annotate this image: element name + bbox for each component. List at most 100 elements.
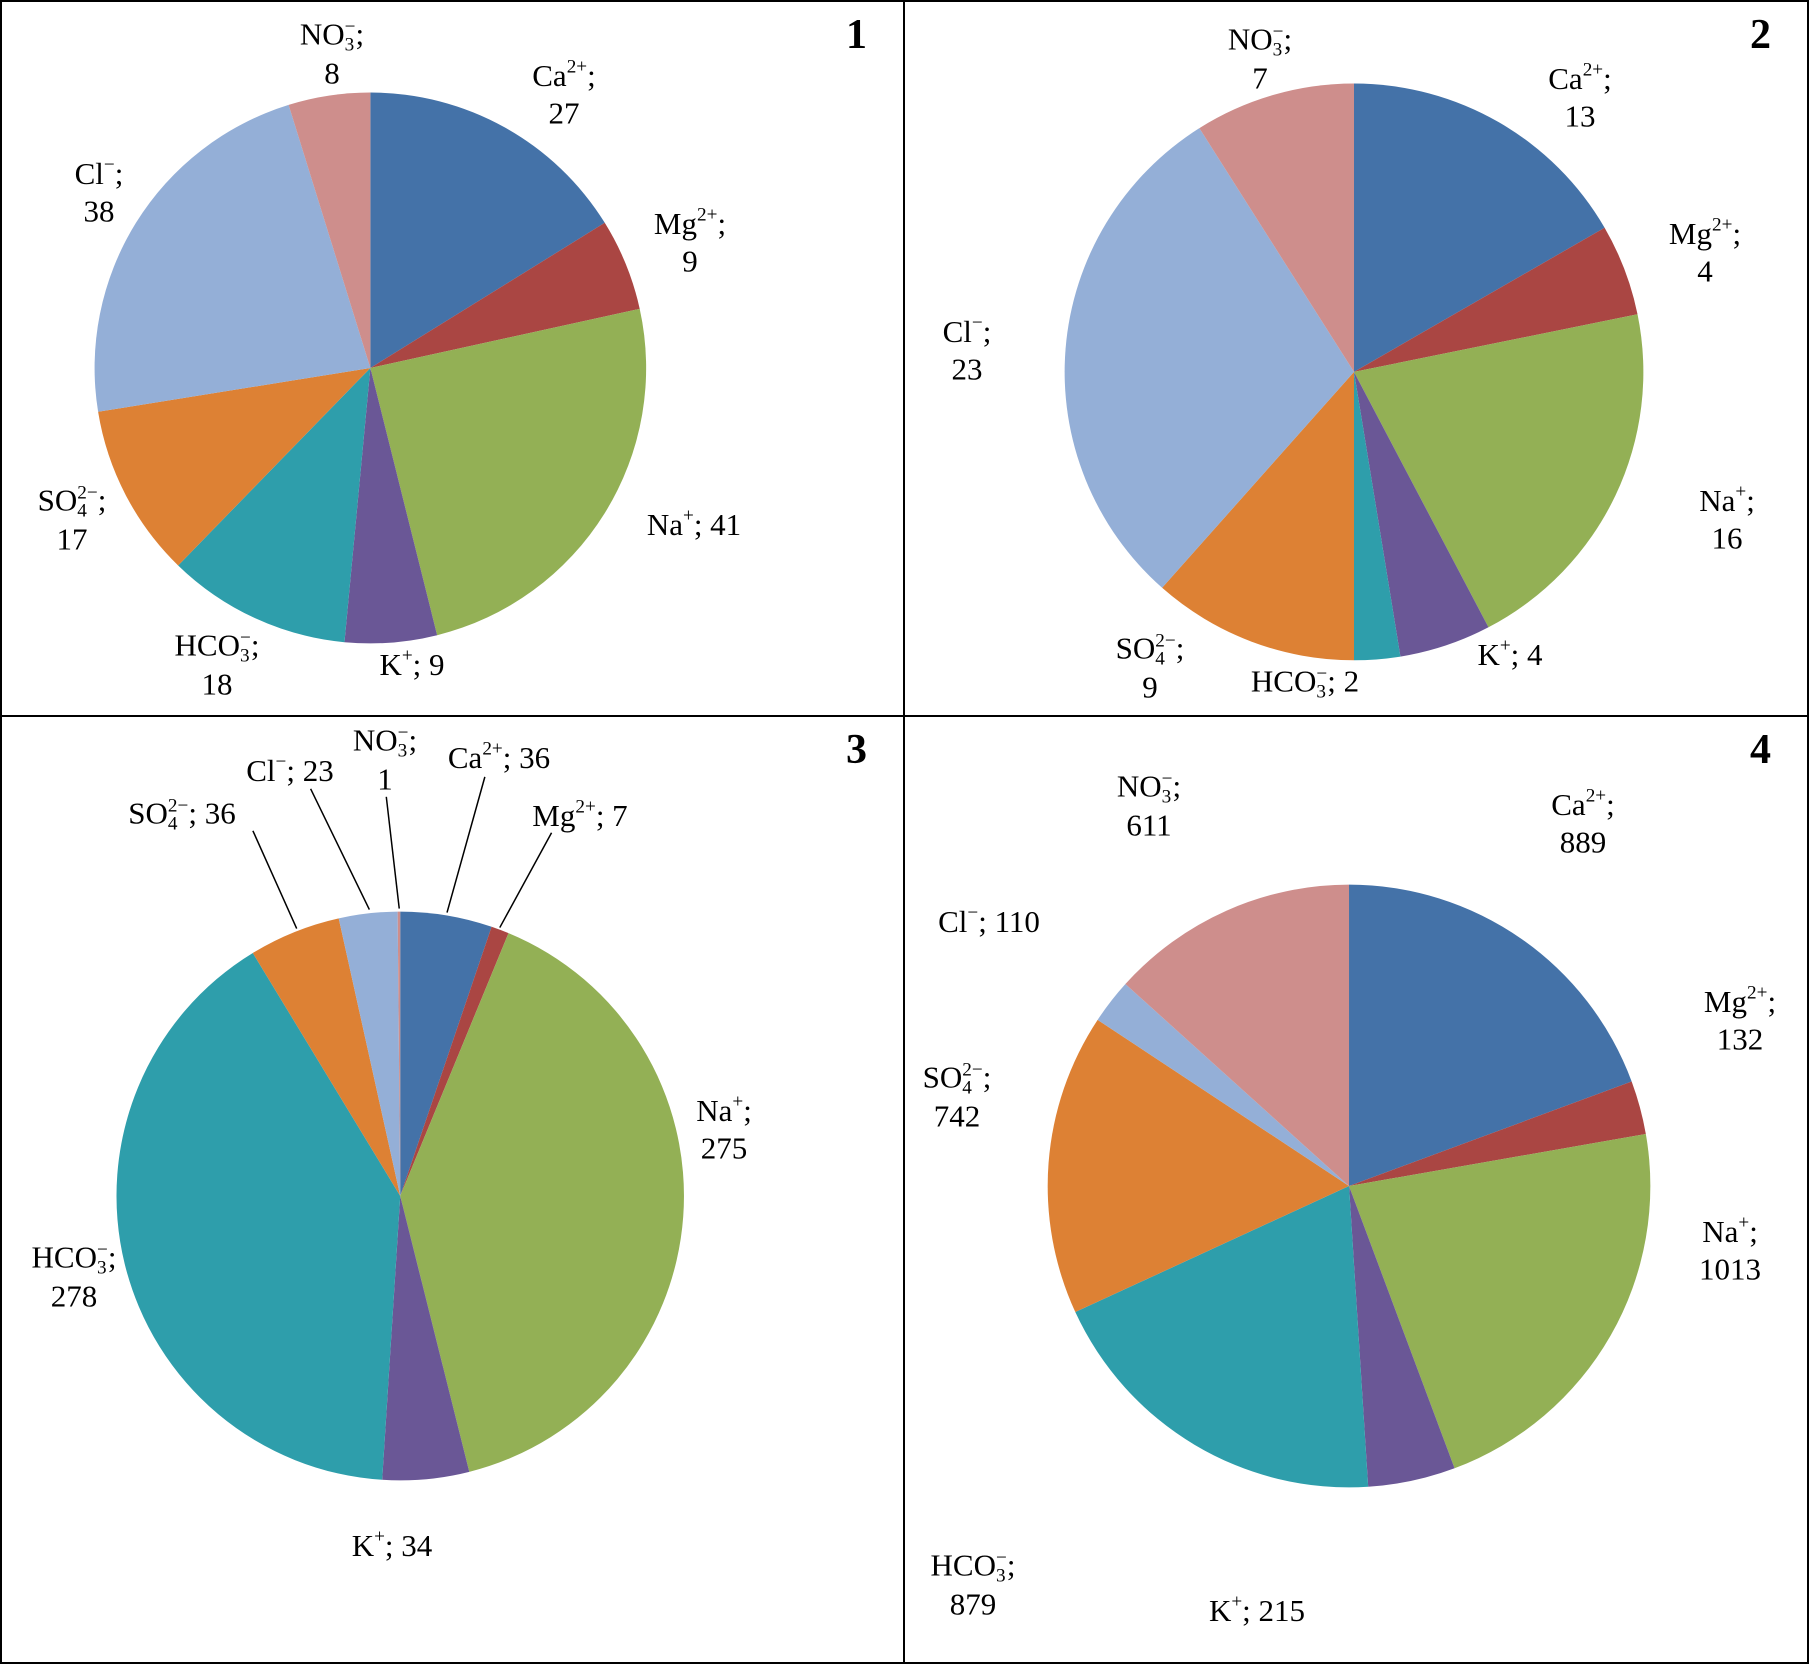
- superscript-charge: −: [971, 312, 983, 334]
- pie-slice-hco3: [178, 367, 371, 643]
- slice-label-k: K+; 4: [1477, 635, 1543, 672]
- pie-slice-hco3: [1354, 371, 1401, 661]
- pie-slice-cl: [94, 104, 371, 412]
- superscript-charge: +: [374, 1526, 385, 1548]
- slice-label-k: K+; 215: [1208, 1591, 1306, 1628]
- stacked-sub-sup: −3: [397, 723, 409, 762]
- stacked-sub-sup: 2− 4: [77, 483, 98, 522]
- pie-slice-k: [344, 367, 438, 644]
- slice-label-hco3: HCO −3; 2: [1250, 663, 1360, 703]
- slice-label-ca: Ca2+; 889: [1551, 785, 1615, 860]
- superscript-charge: +: [401, 645, 413, 667]
- stacked-sub-sup: 2− 4: [167, 796, 189, 835]
- slice-label-no3: NO −3; 1: [352, 722, 418, 797]
- superscript-charge: +: [1499, 635, 1511, 657]
- slice-label-cl: Cl−; 23: [246, 751, 334, 788]
- superscript-charge: 2+: [575, 796, 596, 818]
- label-leader-line: [252, 830, 298, 929]
- label-leader-line: [309, 788, 371, 910]
- pie-slice-no3: [397, 911, 401, 1196]
- stacked-sub-sup: −3: [995, 1548, 1007, 1587]
- stacked-sub-sup: −3: [239, 628, 251, 667]
- stacked-sub-sup: −3: [1161, 769, 1173, 808]
- pie-slice-hco3: [116, 952, 401, 1480]
- label-leader-line: [446, 776, 486, 913]
- pie-slice-so4: [252, 918, 401, 1196]
- pie-slice-so4: [98, 367, 371, 566]
- pie-slice-k: [1349, 1186, 1455, 1487]
- superscript-charge: 2+: [697, 204, 718, 226]
- pie-slice-ca: [400, 911, 492, 1196]
- slice-label-na: Na+; 41: [646, 505, 742, 542]
- pie-chart-4-svg: [1047, 884, 1651, 1488]
- stacked-sub-sup: −3: [344, 17, 356, 56]
- slice-label-cl: Cl−; 23: [942, 312, 992, 387]
- slice-label-so4: SO 2− 4; 742: [922, 1059, 992, 1134]
- slice-label-ca: Ca2+; 36: [447, 738, 551, 775]
- panel-4: 4 Ca2+; 889 Mg2+; 132 Na+; 1013 K+; 215 HCO −3; 8…: [905, 717, 1807, 1662]
- pie-slice-cl: [1097, 984, 1350, 1187]
- slice-label-so4: SO 2− 4; 9: [1115, 630, 1185, 705]
- pie-slice-no3: [1125, 884, 1350, 1187]
- slice-label-no3: NO −3; 8: [299, 16, 365, 91]
- slice-label-mg: Mg2+; 132: [1703, 982, 1777, 1057]
- pie-slice-no3: [1199, 83, 1355, 372]
- superscript-charge: 2+: [566, 56, 588, 78]
- panel-3-number: 3: [846, 727, 867, 773]
- stacked-sub-sup: −3: [96, 1240, 108, 1279]
- pie-chart-3-svg: [116, 776, 684, 1481]
- slice-label-na: Na+; 275: [696, 1091, 752, 1166]
- superscript-charge: +: [682, 505, 694, 527]
- superscript-charge: 2+: [1585, 785, 1607, 807]
- slice-label-mg: Mg2+; 7: [532, 796, 628, 833]
- pie-slice-ca: [1349, 884, 1632, 1187]
- superscript-charge: +: [1735, 481, 1747, 503]
- superscript-charge: −: [103, 154, 115, 176]
- stacked-sub-sup: 2− 4: [1155, 631, 1176, 670]
- pie-slice-mg: [1349, 1081, 1646, 1187]
- panel-4-number: 4: [1750, 727, 1771, 773]
- panel-3: 3 Ca2+; 36 Mg2+; 7 Na+; 275 K+; 34 HCO −3; 278 S…: [2, 717, 905, 1662]
- pie-slice-na: [400, 933, 684, 1472]
- pie-slice-so4: [1162, 371, 1355, 661]
- slice-label-no3: NO −3; 611: [1116, 768, 1182, 843]
- slice-label-no3: NO −3; 7: [1227, 21, 1293, 96]
- pie-slice-ca: [370, 92, 605, 368]
- slice-label-cl: Cl−; 110: [938, 902, 1040, 939]
- slice-label-hco3: HCO −3; 18: [174, 627, 260, 702]
- pie-slice-k: [1354, 371, 1489, 657]
- pie-slice-mg: [400, 926, 509, 1196]
- superscript-charge: +: [732, 1091, 744, 1113]
- pie-slice-mg: [370, 222, 640, 368]
- panel-2: 2 Ca2+; 13 Mg2+; 4 Na+; 16 K+; 4 HCO −3; 2 SO 2− 4;…: [905, 2, 1807, 717]
- panel-1: 1 Ca2+; 27 Mg2+; 9 Na+; 41 K+; 9 HCO −3; 18 SO 2− 4…: [2, 2, 905, 717]
- pie-slice-cl: [1064, 128, 1355, 588]
- pie-slice-no3: [288, 92, 371, 368]
- superscript-charge: 2+: [482, 738, 503, 760]
- pie-slice-ca: [1354, 83, 1605, 372]
- pie-chart-1-svg: [94, 92, 647, 644]
- slice-label-so4: SO 2− 4; 36: [128, 795, 236, 835]
- slice-label-na: Na+; 1013: [1699, 1212, 1761, 1287]
- label-leader-line: [499, 832, 553, 928]
- superscript-charge: 2+: [1582, 59, 1604, 81]
- pie-slice-na: [370, 308, 647, 636]
- slice-label-k: K+; 9: [379, 645, 445, 682]
- stacked-sub-sup: −3: [1272, 22, 1284, 61]
- pie-slice-na: [1349, 1133, 1651, 1469]
- label-leader-line: [385, 796, 400, 909]
- pie-slice-na: [1354, 314, 1644, 628]
- slice-label-na: Na+; 16: [1699, 481, 1755, 556]
- superscript-charge: −: [275, 751, 287, 773]
- superscript-charge: 2+: [1712, 214, 1733, 236]
- superscript-charge: −: [967, 902, 979, 924]
- slice-label-ca: Ca2+; 13: [1548, 59, 1612, 134]
- pie-slice-so4: [1047, 1019, 1350, 1313]
- pie-chart-2-svg: [1064, 83, 1644, 661]
- slice-label-k: K+; 34: [351, 1526, 433, 1563]
- slice-label-mg: Mg2+; 4: [1668, 214, 1742, 289]
- slice-label-so4: SO 2− 4; 17: [37, 482, 107, 557]
- pie-slice-mg: [1354, 227, 1638, 372]
- pie-slice-k: [382, 1195, 470, 1481]
